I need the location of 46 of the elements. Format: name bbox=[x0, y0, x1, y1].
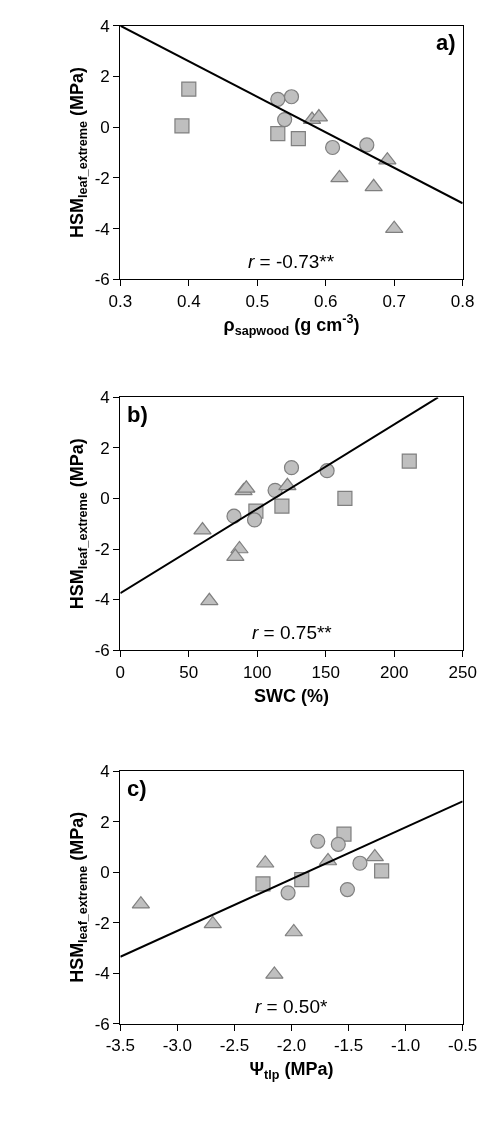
y-tick-label: -2 bbox=[94, 913, 110, 933]
y-tick-label: -4 bbox=[94, 590, 110, 610]
x-tick-label: 50 bbox=[179, 662, 199, 682]
x-tick-label: -3.5 bbox=[105, 1036, 135, 1056]
y-tick-label: -6 bbox=[94, 641, 110, 661]
annotation: r = 0.50* bbox=[255, 996, 328, 1017]
x-tick-label: 0.5 bbox=[245, 291, 270, 311]
x-tick-label: -1.0 bbox=[390, 1036, 421, 1056]
annotation: c) bbox=[127, 776, 147, 801]
x-tick-label: 250 bbox=[448, 662, 477, 682]
annotation: b) bbox=[127, 402, 148, 427]
annotation: r = -0.73** bbox=[248, 251, 335, 272]
x-tick-label: 0.4 bbox=[176, 291, 201, 311]
x-tick-label: 0.6 bbox=[313, 291, 338, 311]
x-tick-label: 0.3 bbox=[108, 291, 133, 311]
y-tick-label: -2 bbox=[94, 539, 110, 559]
x-tick-label: 0.7 bbox=[382, 291, 407, 311]
y-tick-label: 2 bbox=[100, 812, 110, 832]
x-tick-label: -2.5 bbox=[219, 1036, 250, 1056]
y-tick-label: 0 bbox=[100, 863, 110, 883]
y-tick-label: -4 bbox=[94, 964, 110, 984]
y-tick-label: 2 bbox=[100, 438, 110, 458]
y-tick-label: 0 bbox=[100, 118, 110, 138]
y-tick-label: 4 bbox=[100, 388, 110, 408]
y-tick-label: 2 bbox=[100, 67, 110, 87]
x-tick-label: -1.5 bbox=[333, 1036, 364, 1056]
y-tick-label: -6 bbox=[94, 1014, 110, 1034]
x-axis-title: SWC (%) bbox=[254, 685, 329, 706]
y-tick-label: 4 bbox=[100, 16, 110, 36]
annotation: r = 0.75** bbox=[252, 622, 333, 643]
x-axis-title: ρ$_{sapwood}$ (g cm$^{-3}$) bbox=[223, 312, 360, 338]
x-tick-label: 0.8 bbox=[450, 291, 475, 311]
x-tick-label: 200 bbox=[380, 662, 409, 682]
y-tick-label: -4 bbox=[94, 219, 110, 239]
y-tick-label: 4 bbox=[100, 761, 110, 781]
x-tick-label: -2.0 bbox=[276, 1036, 307, 1056]
x-tick-label: -0.5 bbox=[448, 1036, 478, 1056]
x-axis-title: Ψ$_{tlp}$ (MPa) bbox=[249, 1059, 334, 1083]
annotation: a) bbox=[436, 30, 456, 55]
y-tick-label: -2 bbox=[94, 168, 110, 188]
x-tick-label: 0 bbox=[115, 662, 126, 682]
x-tick-label: 150 bbox=[311, 662, 340, 682]
x-tick-label: -3.0 bbox=[162, 1036, 193, 1056]
y-tick-label: 0 bbox=[100, 489, 110, 509]
y-tick-label: -6 bbox=[94, 270, 110, 290]
x-tick-label: 100 bbox=[243, 662, 272, 682]
